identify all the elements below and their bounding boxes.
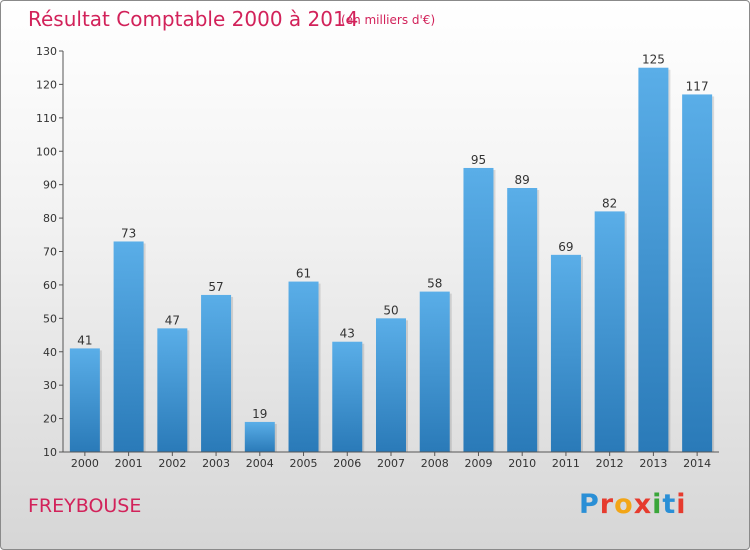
bar-2014: [682, 94, 713, 453]
proxiti-logo: Proxiti: [579, 489, 687, 520]
x-tick-label-2003: 2003: [202, 457, 230, 470]
value-label-2003: 57: [208, 280, 223, 294]
logo-letter: t: [662, 489, 677, 520]
value-label-2002: 47: [165, 313, 180, 327]
logo-letter: r: [599, 489, 615, 520]
x-tick-label-2013: 2013: [639, 457, 667, 470]
bar-2007: [376, 318, 406, 452]
value-label-2008: 58: [427, 277, 442, 291]
x-tick-label-2005: 2005: [290, 457, 318, 470]
value-label-2009: 95: [471, 153, 486, 167]
x-tick-label-2001: 2001: [115, 457, 143, 470]
y-tick-label: 120: [36, 78, 57, 91]
value-label-2013: 125: [642, 53, 665, 67]
y-tick-label: 60: [43, 279, 57, 292]
bar-2000: [69, 348, 100, 452]
y-tick-label: 70: [43, 246, 57, 259]
x-tick-label-2006: 2006: [333, 457, 361, 470]
logo-letter: o: [614, 489, 634, 520]
y-tick-label: 80: [43, 212, 57, 225]
value-label-2006: 43: [340, 327, 355, 341]
bar-2011: [550, 254, 581, 452]
bar-2008: [419, 291, 450, 452]
bar-2002: [157, 328, 188, 452]
x-tick-label-2004: 2004: [246, 457, 274, 470]
value-label-2005: 61: [296, 267, 311, 281]
y-tick-label: 40: [43, 346, 57, 359]
y-axis: 10 20 30 40 50 60 70 80 90 100 110 120 130: [36, 45, 64, 459]
chart-subtitle: (en milliers d'€): [341, 13, 436, 27]
bar-2003: [201, 294, 232, 452]
x-tick-label-2011: 2011: [552, 457, 580, 470]
value-label-2001: 73: [121, 226, 136, 240]
logo-letter: P: [579, 489, 600, 520]
y-tick-label: 110: [36, 112, 57, 125]
commune-name: FREYBOUSE: [28, 495, 142, 517]
y-tick-label: 130: [36, 45, 57, 58]
x-tick-label-2014: 2014: [683, 457, 711, 470]
x-tick-label-2009: 2009: [464, 457, 492, 470]
y-tick-label: 30: [43, 379, 57, 392]
bar-2006: [332, 341, 363, 452]
bar-2012: [594, 211, 625, 452]
logo-letter: i: [652, 489, 663, 520]
x-tick-label-2012: 2012: [596, 457, 624, 470]
y-tick-label: 90: [43, 179, 57, 192]
bar-2010: [507, 188, 538, 452]
logo-letter: x: [633, 489, 653, 520]
bar-2001: [113, 241, 144, 452]
bars: 41 73 47 57 19 61 43 50 58 95 89 69 82 125 117: [69, 53, 715, 453]
x-tick-label-2008: 2008: [421, 457, 449, 470]
bar-2005: [288, 281, 319, 452]
bar-2004: [244, 421, 275, 452]
x-tick-label-2000: 2000: [71, 457, 99, 470]
x-tick-label-2002: 2002: [158, 457, 186, 470]
chart-title: Résultat Comptable 2000 à 2014: [28, 7, 359, 31]
value-label-2000: 41: [77, 333, 92, 347]
value-label-2004: 19: [252, 407, 267, 421]
value-label-2011: 69: [558, 240, 573, 254]
value-label-2014: 117: [686, 79, 709, 93]
x-tick-label-2010: 2010: [508, 457, 536, 470]
y-tick-label: 10: [43, 446, 57, 459]
x-axis: 2000 2001 2002 2003 2004 2005 2006 2007 2008 2009…: [63, 451, 719, 470]
logo-letter: i: [676, 489, 687, 520]
value-label-2012: 82: [602, 196, 617, 210]
y-tick-label: 20: [43, 413, 57, 426]
bar-2009: [463, 167, 494, 453]
value-label-2007: 50: [383, 303, 398, 317]
y-tick-label: 50: [43, 312, 57, 325]
x-tick-label-2007: 2007: [377, 457, 405, 470]
y-tick-label: 100: [36, 145, 57, 158]
value-label-2010: 89: [515, 173, 530, 187]
bar-2013: [638, 67, 669, 452]
